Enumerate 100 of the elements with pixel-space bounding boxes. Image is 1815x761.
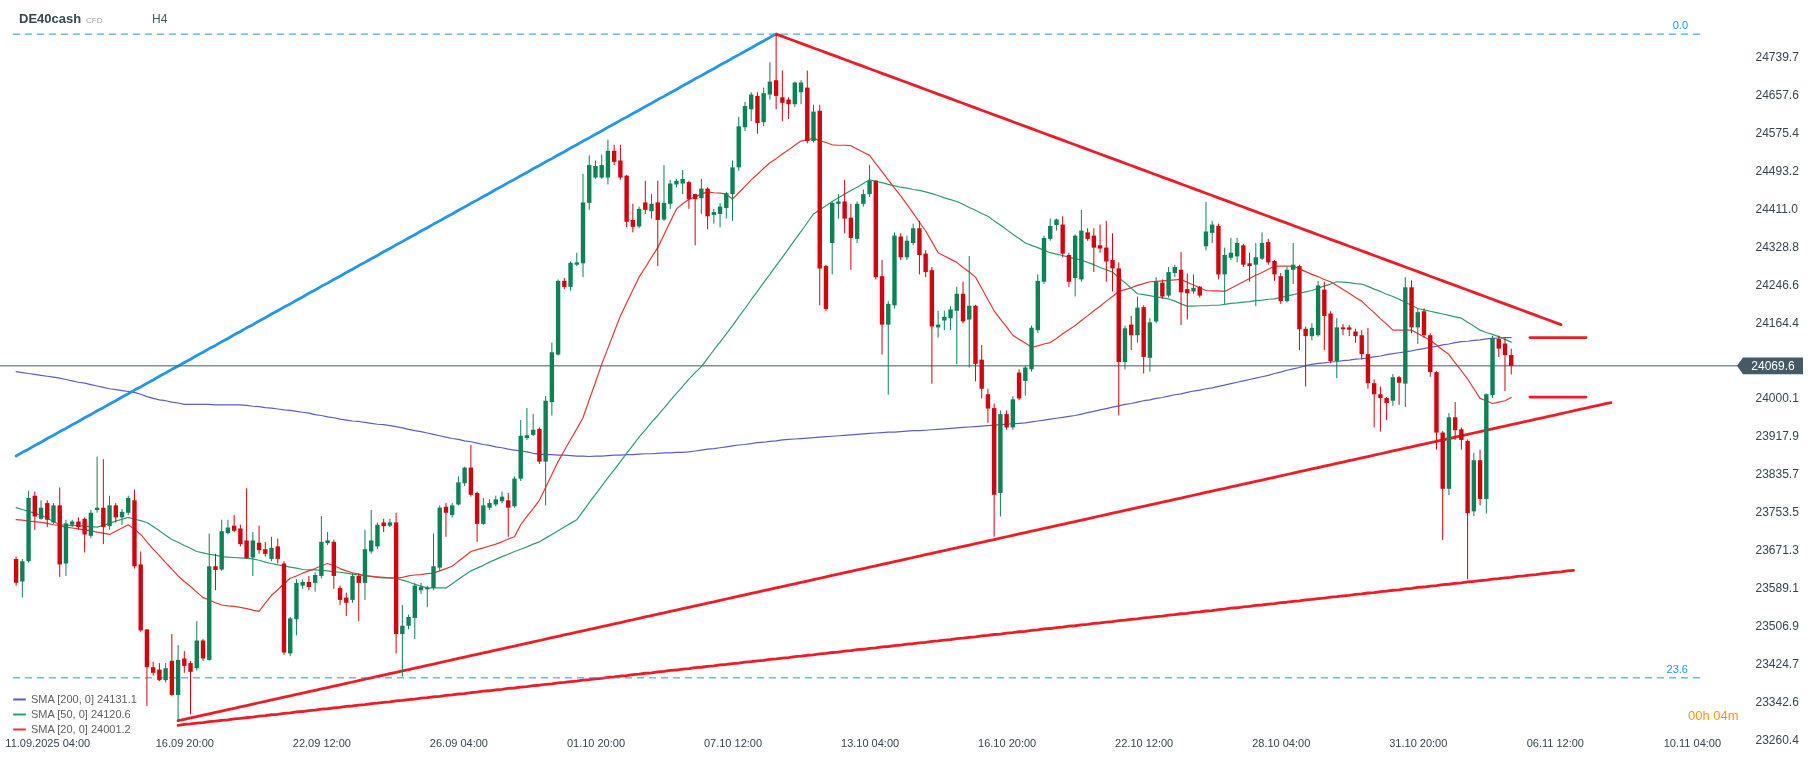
candlestick	[649, 193, 654, 220]
legend-label: SMA [200, 0] 24131.1	[31, 692, 137, 705]
candlestick	[611, 144, 617, 166]
y-tick-label: 23917.9	[1755, 429, 1800, 444]
x-tick-label: 31.10 20:00	[1389, 736, 1448, 749]
y-tick-label: 24411.0	[1755, 201, 1799, 216]
candlestick	[1222, 247, 1227, 305]
candlestick	[1359, 329, 1364, 361]
line-series	[15, 336, 1512, 458]
candlestick	[848, 203, 854, 271]
y-tick-label: 24164.4	[1755, 315, 1800, 330]
y-tick-label: 24657.6	[1755, 88, 1800, 103]
y-tick-label: 24493.2	[1755, 164, 1800, 179]
candlestick	[1452, 401, 1458, 441]
y-tick-label: 24328.8	[1755, 239, 1800, 254]
candlestick	[686, 180, 692, 210]
candlestick	[668, 179, 673, 210]
x-tick-label: 22.10 12:00	[1115, 736, 1174, 749]
candlestick	[443, 502, 449, 538]
candlestick	[1266, 238, 1271, 266]
candlestick	[643, 180, 648, 215]
candlestick	[836, 193, 841, 220]
candlestick	[1459, 426, 1464, 451]
text: DE40cash	[19, 11, 82, 26]
y-tick-label: 23506.9	[1755, 618, 1800, 633]
candlestick	[1272, 259, 1277, 282]
candlestick	[568, 260, 573, 292]
x-tick-label: 01.10 20:00	[566, 736, 626, 749]
candlestick	[724, 191, 729, 220]
x-tick-label: 13.10 04:00	[841, 736, 900, 749]
candlestick	[101, 458, 106, 545]
candlestick	[213, 553, 218, 591]
annotation: 00h 04m	[1688, 708, 1739, 723]
candlestick	[1048, 218, 1053, 242]
candlestick	[1390, 373, 1396, 407]
x-tick-label: 06.11 12:00	[1526, 736, 1584, 749]
annotation: 0.0	[1672, 19, 1688, 32]
y-tick-label: 24739.7	[1755, 50, 1800, 65]
candlestick	[45, 499, 50, 528]
candlestick	[1371, 379, 1377, 428]
candlestick	[126, 495, 131, 516]
ref-line-label: 24069.6	[1751, 358, 1796, 373]
y-tick-label: 23424.7	[1755, 656, 1800, 671]
y-tick-label: 24000.1	[1755, 391, 1800, 406]
candlestick	[910, 223, 916, 246]
candlestick	[1004, 409, 1009, 431]
y-tick-label: 23835.7	[1755, 467, 1800, 482]
candlestick	[985, 388, 991, 424]
x-tick-label: 07.10 12:00	[703, 736, 763, 749]
x-tick-label: 28.10 04:00	[1252, 736, 1311, 749]
candlestick	[250, 531, 256, 577]
candlestick	[20, 558, 25, 599]
candlestick	[275, 538, 280, 564]
y-tick-label: 23589.1	[1755, 580, 1800, 595]
y-tick-label: 23260.4	[1755, 732, 1800, 747]
candlestick	[1396, 375, 1402, 406]
line-series	[774, 32, 1563, 327]
candlestick	[699, 178, 704, 215]
candlestick	[524, 407, 530, 441]
candlestick	[269, 536, 274, 562]
candlestick	[530, 413, 536, 437]
candlestick	[113, 502, 118, 523]
candlestick	[356, 572, 361, 622]
candlestick	[599, 153, 604, 180]
candlestick	[400, 604, 405, 677]
y-tick-label: 23671.3	[1755, 543, 1800, 558]
candlestick	[967, 255, 972, 369]
y-tick-label: 24246.6	[1755, 277, 1800, 292]
candlestick	[867, 164, 872, 198]
candlestick	[1191, 273, 1196, 295]
candlestick	[51, 502, 56, 525]
candlestick	[88, 509, 94, 539]
candlestick	[1203, 201, 1209, 251]
candlestick	[1097, 224, 1103, 254]
annotation: CFD	[86, 16, 103, 25]
candlestick	[1415, 307, 1420, 345]
candlestick	[1303, 325, 1308, 387]
candlestick	[767, 61, 773, 101]
y-tick-label: 23753.5	[1755, 505, 1800, 520]
candlestick	[312, 571, 318, 593]
candlestick	[1228, 237, 1234, 261]
candlestick	[387, 518, 393, 528]
candlestick	[13, 556, 19, 587]
candlestick	[954, 286, 959, 365]
candlestick	[630, 203, 636, 233]
y-tick-label: 23342.6	[1755, 694, 1800, 709]
candlestick	[375, 521, 380, 550]
x-tick-label: 16.09 20:00	[155, 736, 214, 749]
x-tick-label: 22.09 12:00	[292, 736, 351, 749]
candlestick	[655, 180, 660, 267]
candlestick	[1421, 307, 1427, 339]
annotation: H4	[152, 12, 168, 26]
candlestick	[38, 499, 44, 521]
legend-label: SMA [50, 0] 24120.6	[31, 707, 131, 720]
candlestick	[369, 509, 374, 555]
candlestick	[163, 662, 168, 683]
candlestick	[1509, 348, 1514, 375]
candlestick	[1340, 323, 1346, 336]
candlestick	[593, 159, 598, 180]
x-tick-label: 11.09.2025 04:00	[5, 736, 91, 749]
